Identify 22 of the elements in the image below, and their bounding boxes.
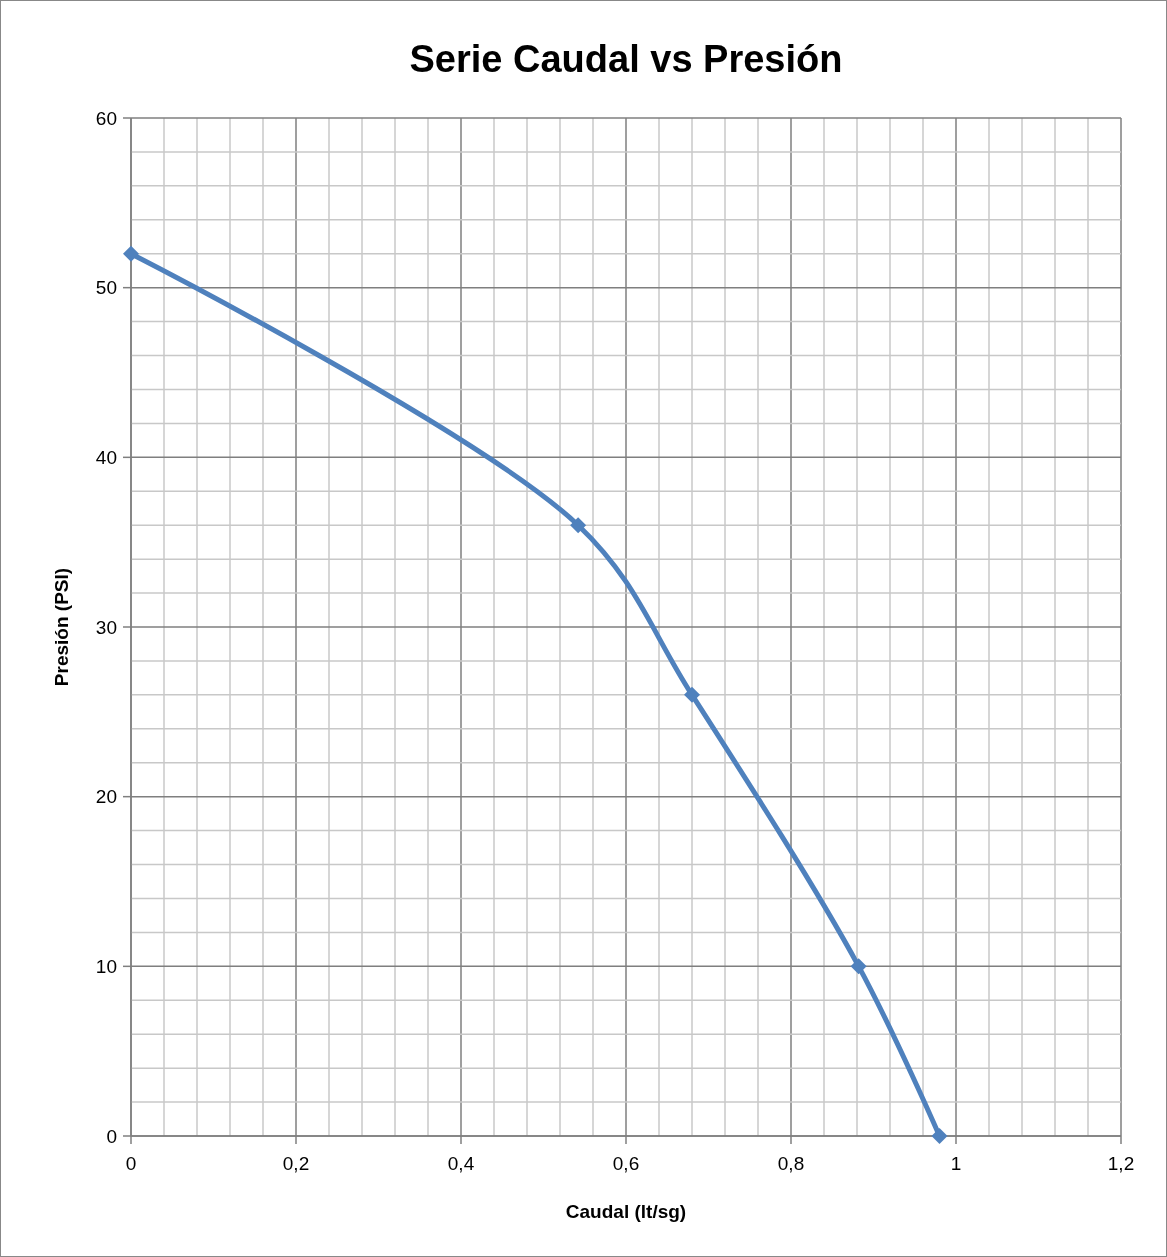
y-tick-label: 50 [95, 277, 117, 299]
point [850, 958, 867, 975]
y-tick-label: 0 [106, 1125, 117, 1147]
y-tick-label: 40 [95, 446, 117, 468]
y-tick-label: 20 [95, 786, 117, 808]
x-tick-label: 1 [950, 1153, 962, 1174]
chart-title: Serie Caudal vs Presión [409, 38, 843, 80]
point [570, 517, 587, 534]
x-axis-title: Caudal (lt/sg) [565, 1201, 687, 1222]
y-tick-label: 10 [95, 955, 117, 977]
point [931, 1128, 948, 1144]
x-tick-label: 1,2 [1107, 1153, 1135, 1174]
x-tick-label: 0,4 [447, 1153, 475, 1174]
y-tick-label: 60 [95, 107, 117, 129]
y-tick-label: 30 [95, 616, 117, 638]
x-tick-label: 0,8 [777, 1153, 805, 1174]
point [684, 686, 700, 703]
y-axis-title: Presión (PSI) [51, 567, 72, 687]
x-tick-label: 0,6 [612, 1153, 640, 1174]
x-tick-label: 0 [125, 1153, 137, 1174]
point [123, 245, 139, 262]
x-tick-label: 0,2 [282, 1153, 310, 1174]
